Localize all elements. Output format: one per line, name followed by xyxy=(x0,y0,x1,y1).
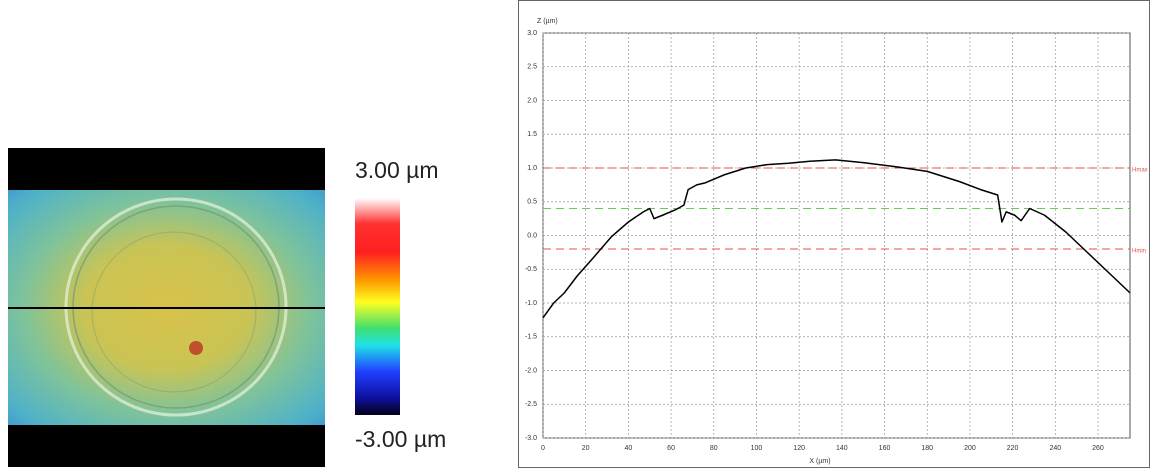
black-band xyxy=(8,148,325,190)
y-axis-label: Z (µm) xyxy=(537,18,558,25)
x-tick-label: 140 xyxy=(836,445,848,452)
y-tick-label: -2.5 xyxy=(525,401,537,408)
x-tick-label: 120 xyxy=(793,445,805,452)
reference-label: Hmin xyxy=(1132,249,1146,255)
y-tick-label: -1.5 xyxy=(525,334,537,341)
reference-label: Hmax xyxy=(1132,168,1148,174)
defect xyxy=(189,341,203,355)
x-tick-label: 0 xyxy=(541,445,545,452)
y-tick-label: -2.0 xyxy=(525,367,537,374)
x-tick-label: 80 xyxy=(710,445,718,452)
x-tick-label: 60 xyxy=(667,445,675,452)
x-tick-label: 40 xyxy=(624,445,632,452)
x-tick-label: 220 xyxy=(1007,445,1019,452)
colorbar-min: -3.00 µm xyxy=(355,426,446,452)
y-tick-label: 3.0 xyxy=(527,30,537,37)
plot: 3.0 2.5 2.0 1.5 1.0 0.5 0.0 -0.5 -1.0 -1.5 -2.0 -2.… xyxy=(525,30,1148,452)
y-tick-label: -1.0 xyxy=(525,300,537,307)
y-tick-label: 1.5 xyxy=(527,131,537,138)
y-tick-label: 2.0 xyxy=(527,97,537,104)
height-map: 3.00 µm -3.00 µm xyxy=(8,148,446,467)
chart-frame xyxy=(518,0,1150,468)
ring xyxy=(91,231,257,393)
y-tick-label: 2.5 xyxy=(527,64,537,71)
x-tick-label: 240 xyxy=(1049,445,1061,452)
x-tick-label: 20 xyxy=(582,445,590,452)
colorbar-max: 3.00 µm xyxy=(355,157,439,183)
y-tick-label: 1.0 xyxy=(527,165,537,172)
x-tick-label: 180 xyxy=(921,445,933,452)
y-tick-label: 0.5 xyxy=(527,199,537,206)
black-band xyxy=(8,425,325,467)
x-tick-label: 260 xyxy=(1092,445,1104,452)
profile xyxy=(542,159,1131,319)
y-tick-label: -3.0 xyxy=(525,435,537,442)
y-tick-label: 0.0 xyxy=(527,232,537,239)
x-tick-label: 160 xyxy=(879,445,891,452)
x-tick-label: 100 xyxy=(751,445,763,452)
x-axis-label: X (µm) xyxy=(809,458,830,465)
y-tick-label: -0.5 xyxy=(525,266,537,273)
x-tick-label: 200 xyxy=(964,445,976,452)
colorbar xyxy=(355,198,400,415)
